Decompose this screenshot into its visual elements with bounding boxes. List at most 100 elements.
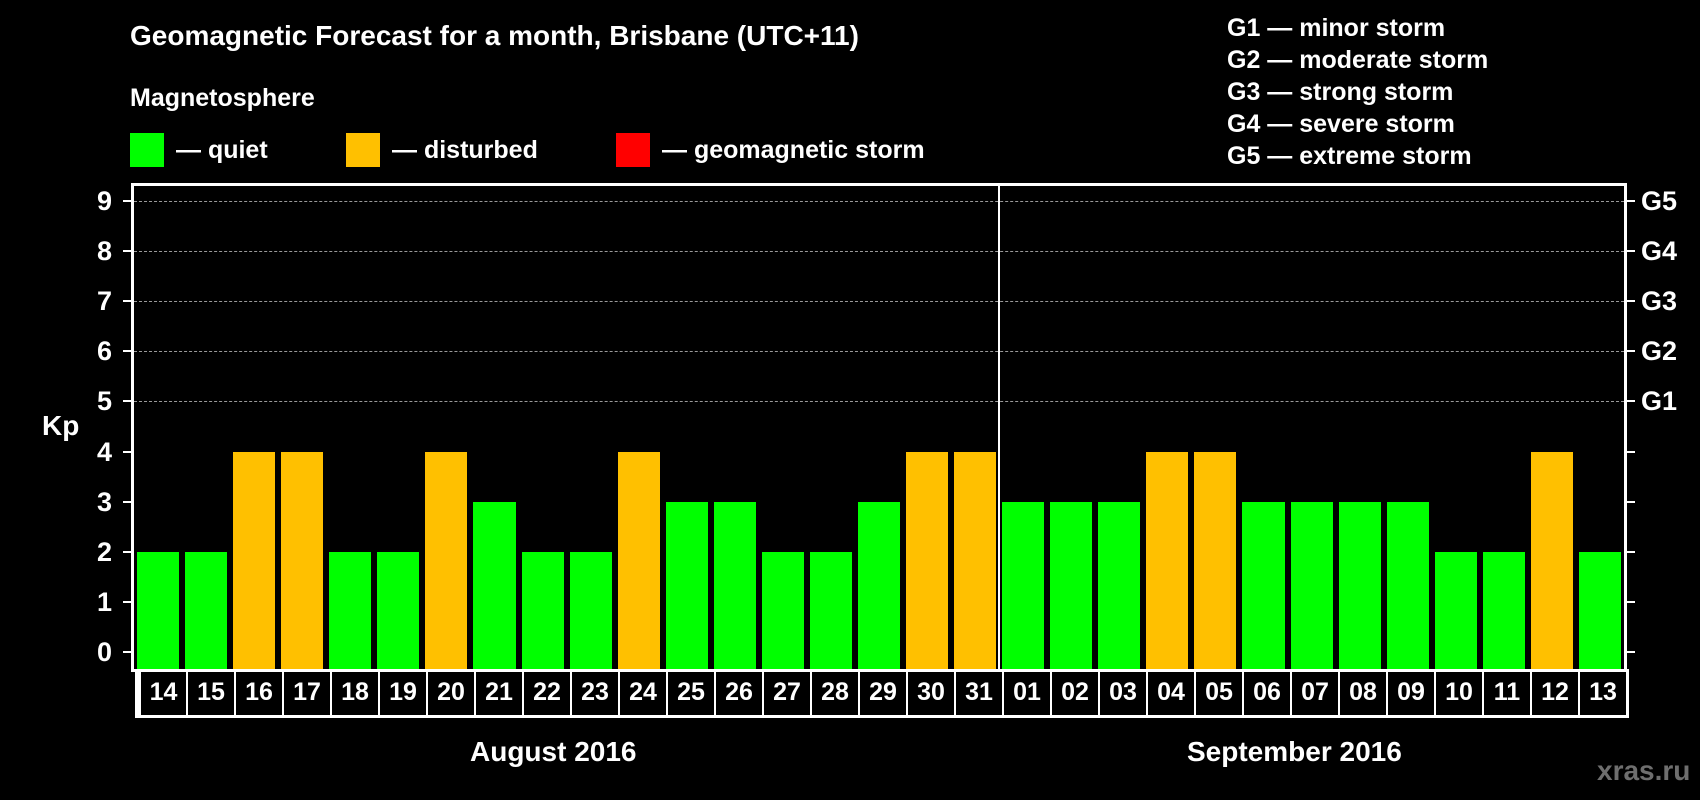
date-label-22: 22 [522, 669, 570, 715]
g-tick-label-g2: G2 [1641, 336, 1678, 367]
right-tick-4 [1627, 450, 1635, 453]
date-label-29: 29 [858, 669, 906, 715]
bar-10 [1434, 551, 1477, 669]
date-label-24: 24 [618, 669, 666, 715]
y-tick-label-2: 2 [96, 536, 112, 567]
chart-title: Geomagnetic Forecast for a month, Brisba… [130, 20, 859, 51]
gridline-kp-5 [134, 401, 1624, 403]
date-label-11: 11 [1482, 669, 1530, 715]
bar-12 [1530, 451, 1573, 669]
date-label-31: 31 [954, 669, 1002, 715]
gridline-kp-9 [134, 201, 1624, 202]
date-label-23: 23 [570, 669, 618, 715]
y-tick-6 [123, 350, 131, 353]
bar-26 [713, 501, 756, 669]
quiet-swatch [130, 133, 164, 167]
right-tick-6 [1627, 350, 1635, 353]
bar-15 [185, 551, 228, 669]
date-label-26: 26 [714, 669, 762, 715]
bar-18 [329, 551, 372, 669]
date-label-06: 06 [1242, 669, 1290, 715]
gridline-kp-6 [134, 351, 1624, 353]
right-tick-5 [1627, 400, 1635, 403]
g5-legend: G5 — extreme storm [1227, 142, 1472, 170]
legend-storm-label: — geomagnetic storm [662, 135, 925, 164]
right-tick-9 [1627, 200, 1635, 202]
right-tick-2 [1627, 550, 1635, 553]
y-tick-label-5: 5 [96, 386, 112, 417]
month-divider [998, 186, 1001, 669]
bar-24 [617, 451, 660, 669]
g3-legend: G3 — strong storm [1227, 78, 1454, 106]
bar-30 [906, 451, 949, 669]
g-tick-label-g3: G3 [1641, 286, 1678, 317]
date-label-07: 07 [1290, 669, 1338, 715]
date-label-04: 04 [1146, 669, 1194, 715]
bar-11 [1482, 551, 1525, 669]
right-tick-7 [1627, 300, 1635, 303]
bar-22 [521, 551, 564, 669]
date-label-01: 01 [1002, 669, 1050, 715]
gridline-kp-7 [134, 301, 1624, 303]
bar-08 [1338, 501, 1381, 669]
date-label-17: 17 [282, 669, 330, 715]
y-tick-label-3: 3 [96, 486, 112, 517]
date-label-18: 18 [330, 669, 378, 715]
g4-legend: G4 — severe storm [1227, 110, 1455, 138]
legend-disturbed-label: — disturbed [392, 135, 538, 164]
plot-area [131, 183, 1627, 672]
date-label-14: 14 [138, 669, 186, 715]
bar-21 [473, 501, 516, 669]
date-label-08: 08 [1338, 669, 1386, 715]
right-tick-1 [1627, 600, 1635, 603]
legend-subtitle: Magnetosphere [130, 84, 315, 112]
legend-disturbed: — disturbed [346, 133, 538, 167]
g1-legend: G1 — minor storm [1227, 14, 1446, 42]
disturbed-swatch [346, 133, 380, 167]
date-label-28: 28 [810, 669, 858, 715]
legend-storm: — geomagnetic storm [616, 133, 925, 167]
y-tick-5 [123, 400, 131, 403]
storm-swatch [616, 133, 650, 167]
g-tick-label-g5: G5 [1641, 186, 1678, 216]
y-tick-9 [123, 200, 131, 202]
bar-17 [281, 451, 324, 669]
date-label-27: 27 [762, 669, 810, 715]
bar-13 [1578, 551, 1621, 669]
bar-04 [1146, 451, 1189, 669]
date-label-05: 05 [1194, 669, 1242, 715]
bar-20 [425, 451, 468, 669]
y-tick-0 [123, 651, 131, 653]
bar-19 [377, 551, 420, 669]
y-tick-3 [123, 500, 131, 503]
bar-16 [233, 451, 276, 669]
bar-02 [1050, 501, 1093, 669]
y-tick-label-9: 9 [96, 186, 112, 216]
g2-legend: G2 — moderate storm [1227, 46, 1489, 74]
bar-23 [569, 551, 612, 669]
bar-01 [1002, 501, 1045, 669]
date-label-16: 16 [234, 669, 282, 715]
date-label-30: 30 [906, 669, 954, 715]
y-tick-1 [123, 600, 131, 603]
legend-quiet-label: — quiet [176, 135, 268, 164]
y-tick-label-1: 1 [96, 586, 112, 617]
y-tick-label-8: 8 [96, 236, 112, 267]
bar-07 [1290, 501, 1333, 669]
bar-27 [761, 551, 804, 669]
date-label-21: 21 [474, 669, 522, 715]
bar-29 [857, 501, 901, 669]
bar-03 [1098, 501, 1141, 669]
y-tick-8 [123, 250, 131, 253]
y-tick-7 [123, 300, 131, 303]
y-tick-label-7: 7 [96, 286, 112, 317]
date-label-20: 20 [426, 669, 474, 715]
bar-14 [137, 551, 180, 669]
g-scale-legend: G1 — minor storm G2 — moderate storm G3 … [1227, 12, 1488, 172]
bar-31 [954, 451, 997, 669]
date-label-13: 13 [1578, 669, 1626, 715]
right-tick-8 [1627, 250, 1635, 253]
bar-09 [1386, 501, 1429, 669]
y-tick-label-4: 4 [96, 436, 112, 467]
bar-06 [1242, 501, 1285, 669]
